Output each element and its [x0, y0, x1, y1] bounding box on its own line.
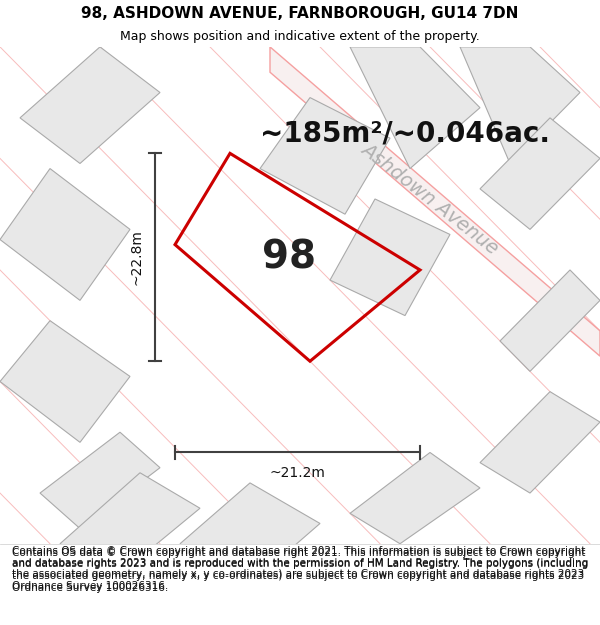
Text: Ashdown Avenue: Ashdown Avenue	[358, 139, 502, 258]
Text: Contains OS data © Crown copyright and database right 2021. This information is : Contains OS data © Crown copyright and d…	[12, 546, 588, 591]
Text: 98: 98	[262, 238, 316, 276]
Polygon shape	[460, 47, 580, 164]
Polygon shape	[60, 472, 200, 574]
Text: Map shows position and indicative extent of the property.: Map shows position and indicative extent…	[120, 30, 480, 43]
Polygon shape	[350, 452, 480, 544]
Text: 98, ASHDOWN AVENUE, FARNBOROUGH, GU14 7DN: 98, ASHDOWN AVENUE, FARNBOROUGH, GU14 7D…	[82, 6, 518, 21]
Polygon shape	[500, 270, 600, 371]
Text: Contains OS data © Crown copyright and database right 2021. This information is : Contains OS data © Crown copyright and d…	[12, 548, 588, 592]
Polygon shape	[0, 169, 130, 301]
Polygon shape	[20, 47, 160, 164]
Polygon shape	[480, 118, 600, 229]
Polygon shape	[0, 321, 130, 442]
Polygon shape	[260, 98, 390, 214]
Text: ~185m²/~0.046ac.: ~185m²/~0.046ac.	[260, 119, 550, 147]
Polygon shape	[330, 199, 450, 316]
Text: ~22.8m: ~22.8m	[130, 229, 144, 285]
Polygon shape	[270, 47, 600, 356]
Polygon shape	[180, 483, 320, 584]
Polygon shape	[480, 392, 600, 493]
Polygon shape	[40, 432, 160, 529]
Text: ~21.2m: ~21.2m	[269, 466, 325, 480]
Polygon shape	[350, 47, 480, 169]
